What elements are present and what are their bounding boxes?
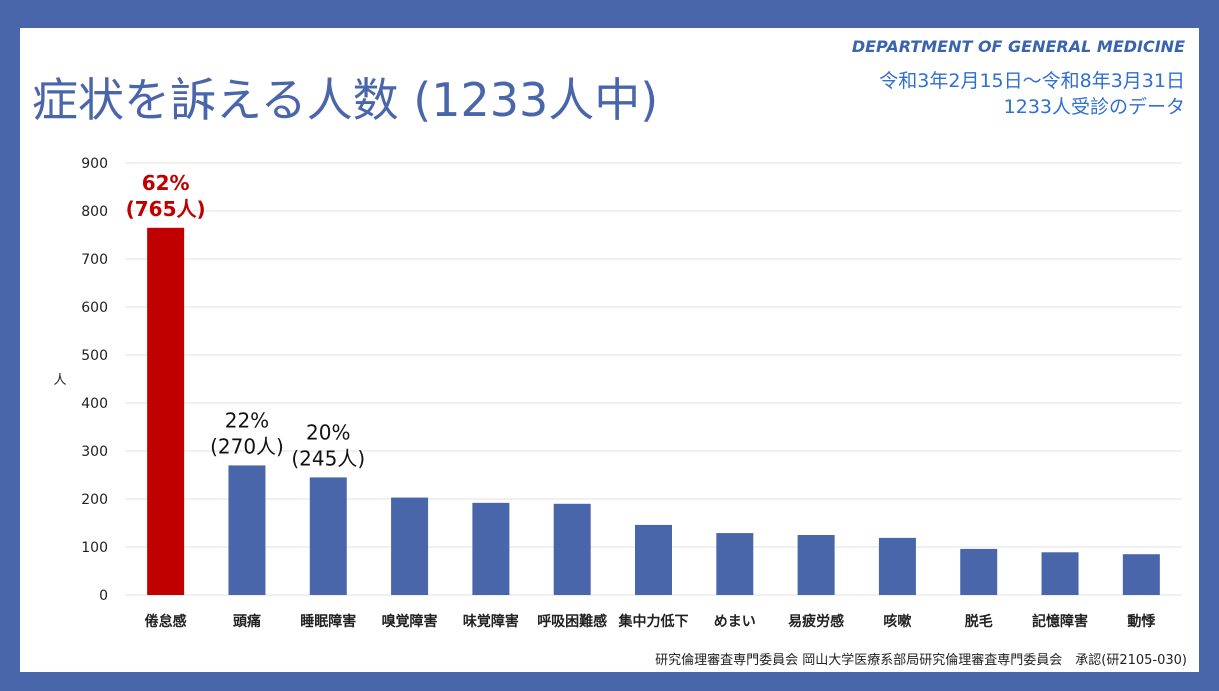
x-tick-label: 易疲労感	[788, 613, 844, 630]
bar-脱毛	[960, 548, 998, 595]
data-label-percent: 20%	[306, 420, 350, 444]
y-tick-label: 500	[81, 348, 108, 364]
x-tick-label: 倦怠感	[145, 613, 187, 630]
y-tick-label: 600	[81, 300, 108, 316]
data-label-count: (765人)	[126, 197, 206, 221]
y-tick-label: 400	[81, 396, 108, 412]
y-tick-label: 200	[81, 492, 108, 508]
period-dates: 令和3年2月15日～令和8年3月31日	[879, 70, 1185, 92]
y-axis-label: 人	[53, 373, 66, 388]
data-label-count: (270人)	[210, 434, 284, 458]
bar-嗅覚障害	[391, 497, 429, 595]
y-tick-label: 100	[81, 540, 108, 556]
x-tick-label: 呼吸困難感	[537, 613, 607, 630]
department-label: DEPARTMENT OF GENERAL MEDICINE	[851, 37, 1185, 56]
data-label-percent: 62%	[142, 171, 190, 195]
y-tick-label: 800	[81, 204, 108, 220]
y-tick-label: 0	[99, 588, 108, 604]
bar-集中力低下	[635, 524, 672, 595]
x-tick-label: 咳嗽	[883, 613, 911, 630]
x-tick-label: 動悸	[1127, 613, 1156, 630]
x-tick-label: 睡眠障害	[300, 613, 356, 630]
y-tick-label: 300	[81, 444, 108, 460]
bar-咳嗽	[878, 537, 916, 595]
bar-味覚障害	[472, 502, 510, 595]
x-tick-label: 集中力低下	[618, 613, 689, 630]
period-info: 令和3年2月15日～令和8年3月31日 1233人受診のデータ	[879, 68, 1185, 120]
bar-めまい	[716, 533, 754, 595]
subjects-count: 1233人受診のデータ	[1003, 96, 1185, 118]
x-tick-label: 脱毛	[965, 613, 993, 630]
page-title: 症状を訴える人数 (1233人中)	[32, 73, 659, 127]
x-tick-label: 頭痛	[233, 613, 261, 630]
bar-易疲労感	[797, 535, 835, 595]
x-tick-label: 味覚障害	[463, 613, 519, 630]
y-tick-label: 900	[81, 156, 108, 172]
ethics-approval-footer: 研究倫理審査専門委員会 岡山大学医療系部局研究倫理審査専門委員会 承認(研210…	[655, 653, 1187, 668]
x-tick-label: めまい	[714, 614, 756, 630]
bar-頭痛	[228, 465, 266, 595]
data-label-percent: 22%	[225, 408, 269, 432]
data-label-count: (245人)	[291, 446, 365, 470]
x-tick-label: 嗅覚障害	[382, 613, 438, 630]
x-tick-label: 記憶障害	[1032, 613, 1088, 630]
y-tick-label: 700	[81, 252, 108, 268]
slide	[20, 28, 1199, 672]
bar-倦怠感	[147, 227, 185, 596]
bar-睡眠障害	[309, 477, 347, 595]
bar-記憶障害	[1041, 552, 1079, 595]
bar-動悸	[1122, 554, 1160, 595]
bar-呼吸困難感	[553, 503, 591, 595]
